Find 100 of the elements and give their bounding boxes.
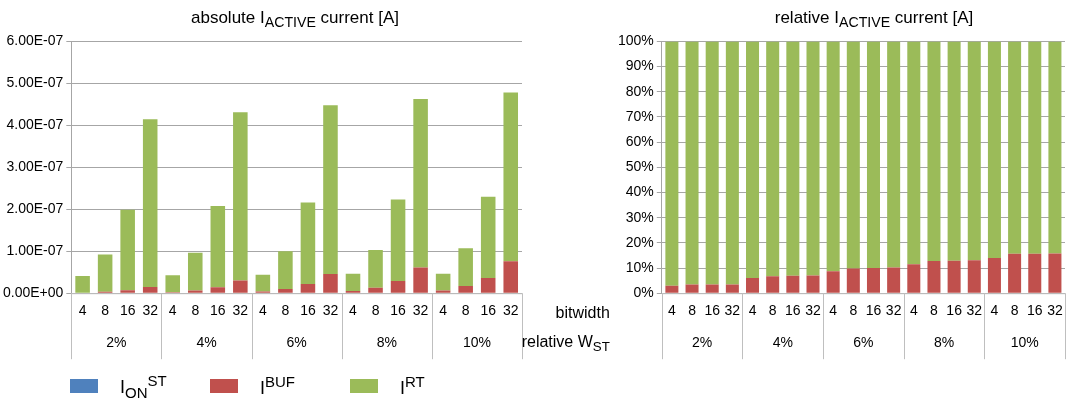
y-tick-label: 90% [625, 57, 654, 74]
y-tick-label: 50% [625, 158, 654, 175]
text: 8% [376, 334, 397, 351]
x-tick-label: 4 [349, 302, 358, 319]
x-tick-label: 32 [322, 302, 339, 319]
bar [75, 275, 90, 293]
y-tick-label: 6.00E-07 [6, 32, 64, 49]
y-tick-label: 5.00E-07 [6, 74, 64, 91]
bar [435, 290, 451, 293]
y-tick-label: 2.00E-07 [6, 200, 64, 217]
bar [503, 92, 519, 262]
x-tick-label: 4 [909, 302, 918, 319]
bar [786, 275, 800, 293]
bar [907, 264, 921, 293]
x-tick-label: 16 [390, 302, 407, 319]
x-tick-label: 32 [966, 302, 983, 319]
x-tick-label: 16 [480, 302, 497, 319]
x-tick-label: 8 [1010, 302, 1019, 319]
bar [927, 41, 941, 261]
bar [665, 285, 679, 293]
bar [826, 271, 840, 293]
x-tick-label: 4 [990, 302, 999, 319]
bar [120, 290, 135, 293]
bar [323, 273, 338, 293]
bar [746, 41, 760, 279]
bar [685, 41, 699, 285]
bar [278, 289, 293, 293]
chart-title: relative I$_{ACTIVE}$ current [A] [773, 8, 975, 31]
bar [705, 284, 719, 293]
bar [390, 281, 406, 293]
x-tick-label: 16 [946, 302, 963, 319]
bar [480, 196, 496, 279]
bar [887, 41, 901, 268]
bar [786, 41, 800, 276]
bar [987, 41, 1001, 258]
bar [1028, 41, 1042, 254]
legend-label: I$^{RT}$ [400, 373, 425, 400]
x-tick-label: 32 [885, 302, 902, 319]
x-tick-label: 16 [1026, 302, 1043, 319]
bar [233, 112, 248, 281]
bar [927, 260, 941, 293]
x-tick-label: 16 [210, 302, 226, 319]
bar [866, 268, 880, 293]
text: 4% [772, 334, 793, 351]
y-tick-label: 1.00E-07 [6, 242, 64, 259]
x-tick-label: 4 [748, 302, 757, 319]
bar [826, 41, 840, 272]
bar [142, 287, 158, 293]
bar [165, 275, 181, 293]
text: 2% [106, 334, 127, 351]
y-tick-label: 70% [625, 107, 654, 124]
bar [907, 41, 921, 265]
x-tick-label: 4 [667, 302, 676, 319]
bar [685, 284, 699, 293]
bar [806, 41, 820, 276]
x-tick-label: 8 [768, 302, 777, 319]
bar [846, 41, 860, 269]
x-tick-label: 8 [461, 302, 470, 319]
x-tick-label: 32 [232, 302, 249, 319]
x-tick-label: 32 [805, 302, 821, 319]
x-tick-label: 32 [142, 302, 159, 319]
x-tick-label: 8 [688, 302, 697, 319]
bar [458, 286, 473, 293]
x-tick-label: 32 [412, 302, 429, 319]
text: 6% [853, 334, 874, 351]
x-axis-title: bitwidth [555, 303, 610, 321]
bar [323, 105, 338, 274]
bar [887, 267, 901, 293]
bar [766, 41, 780, 277]
x-tick-label: 8 [191, 302, 200, 319]
bar [210, 287, 226, 293]
bar [120, 209, 135, 291]
x-tick-label: 4 [439, 302, 448, 319]
bar [987, 257, 1001, 293]
bar [967, 260, 981, 293]
bar [1028, 253, 1042, 293]
y-tick-label: 30% [625, 208, 654, 225]
bar [368, 249, 383, 288]
bar [187, 290, 203, 293]
bar [300, 283, 316, 293]
x-tick-label: 16 [865, 302, 882, 319]
bar [1048, 253, 1062, 293]
legend-label: I$^{BUF}$ [260, 373, 296, 400]
chart-title: absolute I$_{ACTIVE}$ current [A] [190, 8, 400, 31]
x-tick-label: 32 [724, 302, 741, 319]
bar [368, 287, 383, 293]
bar [233, 280, 248, 293]
y-tick-label: 10% [625, 258, 654, 275]
bar [390, 199, 406, 282]
text: 2% [692, 334, 713, 351]
x-tick-label: 16 [704, 302, 721, 319]
bar [142, 119, 158, 288]
x-tick-label: 32 [502, 302, 519, 319]
bar [947, 260, 961, 293]
y-tick-label: 100% [617, 32, 654, 49]
x-tick-label: 8 [930, 302, 939, 319]
x-tick-label: 8 [101, 302, 110, 319]
bar [97, 254, 113, 292]
bar [806, 275, 820, 293]
bar [210, 205, 226, 288]
